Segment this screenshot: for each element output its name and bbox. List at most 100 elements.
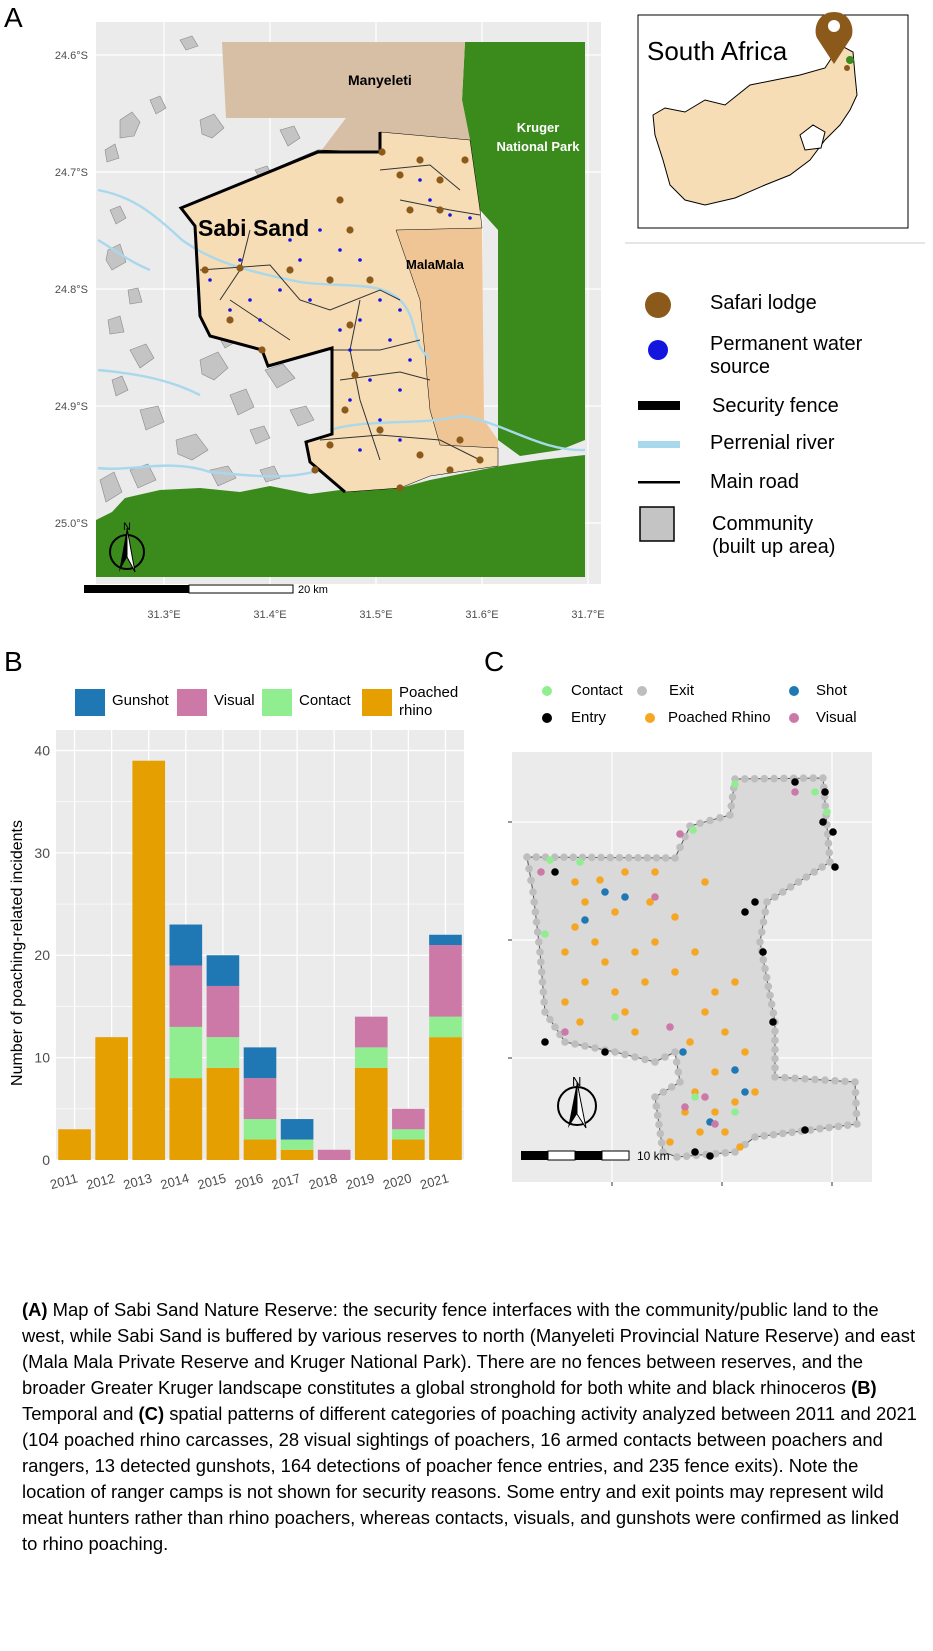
exit-point	[530, 898, 538, 906]
caption-b-label: (B)	[851, 1377, 877, 1398]
scale-label-c: 10 km	[637, 1149, 670, 1163]
x-tick-label: 2015	[196, 1170, 228, 1192]
exit-point	[655, 1120, 663, 1129]
exit-point	[770, 774, 778, 783]
exit-point	[806, 1126, 815, 1134]
exit-point	[641, 1055, 649, 1064]
exit-point	[541, 1008, 549, 1016]
legend-label-gunshot: Gunshot	[112, 692, 169, 709]
exit-point	[538, 978, 547, 986]
visual-point	[681, 1103, 689, 1111]
x-tick-label: 2014	[159, 1170, 191, 1192]
contact-point	[576, 858, 584, 866]
shot-point	[581, 916, 589, 924]
exit-point	[771, 1045, 779, 1054]
legend-label-community: Community (built up area)	[712, 513, 836, 558]
entry-point	[769, 1018, 777, 1026]
exit-point	[843, 1121, 852, 1129]
x-tick-label: 2019	[344, 1170, 376, 1192]
exit-point	[788, 1128, 796, 1137]
water-sources	[208, 178, 472, 452]
exit-point	[682, 1152, 691, 1160]
poached-rhino-point	[701, 1008, 709, 1016]
bar-poached-rhino-2015	[206, 1067, 240, 1160]
scale-label-a: 20 km	[298, 584, 328, 596]
caption-c-text: spatial patterns of different categories…	[22, 1403, 917, 1554]
exit-point	[661, 854, 670, 862]
poached-rhino-point	[611, 908, 619, 916]
exit-point	[781, 1073, 789, 1082]
exit-point	[653, 1111, 662, 1120]
exit-point	[651, 1093, 659, 1101]
exit-point	[716, 813, 724, 822]
visual-point	[711, 1120, 719, 1128]
exit-point	[771, 1054, 779, 1063]
bar-gunshot-2021	[429, 934, 462, 945]
exit-point	[535, 938, 543, 946]
exit-point	[661, 1053, 669, 1061]
exit-point	[667, 1083, 676, 1091]
svg-text:24.7°S: 24.7°S	[55, 167, 88, 179]
svg-text:24.8°S: 24.8°S	[55, 284, 88, 296]
poached-rhino-point	[581, 898, 589, 906]
entry-point	[829, 828, 837, 836]
panel-a-letter: A	[4, 2, 23, 33]
bar-contact-2014	[169, 1026, 203, 1079]
bar-poached-rhino-2017	[280, 1149, 314, 1160]
exit-point	[771, 1027, 779, 1035]
exit-point	[597, 853, 605, 862]
legend-swatch-visual	[177, 689, 207, 716]
y-tick-label: 40	[34, 742, 50, 758]
exit-point	[525, 864, 533, 873]
exit-point	[761, 964, 769, 973]
exit-point	[571, 1040, 579, 1048]
exit-point	[674, 1068, 683, 1076]
y-tick-label: 10	[34, 1050, 50, 1066]
exit-point	[529, 888, 537, 896]
north-label-c: N	[572, 1074, 581, 1089]
exit-point	[611, 1048, 619, 1056]
scale-bar-c: 10 km	[521, 1149, 670, 1163]
poached-rhino-point	[576, 1018, 584, 1026]
entry-point	[601, 1048, 609, 1056]
poached-rhino-point	[666, 1138, 674, 1146]
exit-point	[821, 802, 830, 810]
bar-poached-rhino-2013	[132, 760, 166, 1160]
y-axis-label: Number of poaching-related incidents	[9, 820, 26, 1086]
bar-gunshot-2017	[280, 1119, 314, 1140]
poached-rhino-point	[711, 988, 719, 996]
road-legend-icon	[638, 481, 680, 484]
exit-point	[587, 853, 596, 862]
entry-point	[831, 863, 839, 871]
visual-point	[791, 788, 799, 796]
caption-a-label: (A)	[22, 1299, 48, 1320]
svg-text:31.6°E: 31.6°E	[465, 609, 498, 621]
y-tick-label: 20	[34, 947, 50, 963]
exit-point	[825, 848, 834, 857]
bar-visual-2021	[429, 945, 462, 1017]
inset-title: South Africa	[647, 36, 788, 66]
bar-gunshot-2014	[169, 924, 203, 966]
exit-point	[606, 853, 615, 862]
entry-point	[821, 788, 829, 796]
spatial-map: N 10 km	[508, 752, 872, 1186]
exit-point	[825, 1123, 833, 1132]
poached-rhino-point	[701, 878, 709, 886]
exit-point	[771, 1064, 779, 1072]
poached-rhino-point	[711, 1108, 719, 1116]
fence-legend-icon	[638, 401, 680, 410]
svg-text:31.3°E: 31.3°E	[147, 609, 180, 621]
contact-point	[731, 780, 739, 788]
poached-rhino-point	[581, 978, 589, 986]
legend-dot-shot	[789, 686, 799, 696]
exit-point	[672, 1058, 681, 1066]
poached-rhino-point	[651, 938, 659, 946]
figure-caption: (A) Map of Sabi Sand Nature Reserve: the…	[22, 1297, 917, 1557]
poached-rhino-point	[621, 868, 629, 876]
poached-rhino-point	[721, 1028, 729, 1036]
exit-point	[763, 898, 771, 906]
x-tick-label: 2018	[307, 1170, 339, 1192]
exit-point	[769, 1130, 778, 1139]
y-tick-label: 30	[34, 845, 50, 861]
exit-point	[540, 998, 548, 1006]
